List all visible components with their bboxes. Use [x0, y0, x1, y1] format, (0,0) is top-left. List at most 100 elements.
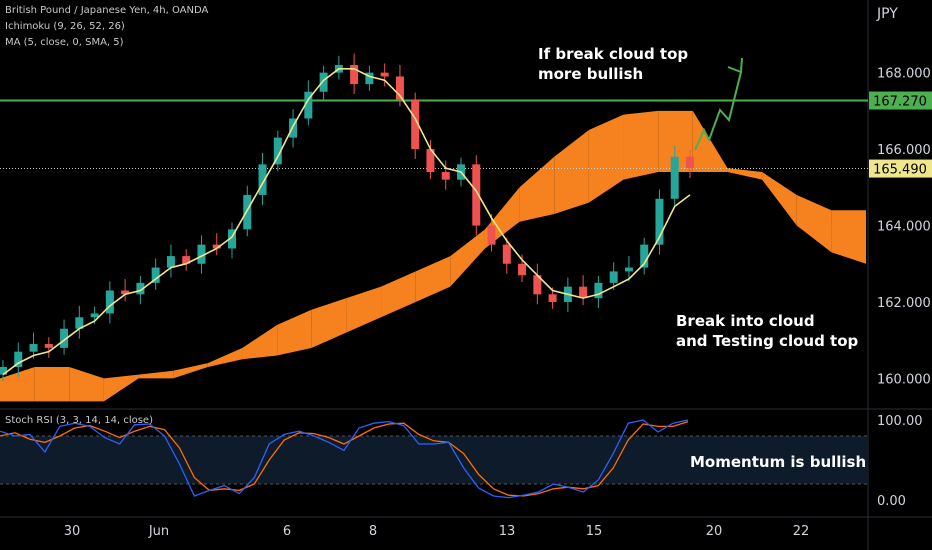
candle — [197, 244, 206, 264]
candle — [533, 275, 542, 295]
candle — [105, 290, 114, 314]
candle — [380, 72, 389, 77]
price-tick-label: 164.000 — [877, 220, 931, 235]
stoch-tick-label: 0.00 — [877, 494, 906, 509]
cloud-segment — [34, 366, 70, 402]
currency-label: JPY — [877, 6, 898, 22]
candle — [426, 149, 435, 173]
candle — [90, 313, 99, 318]
cloud-segment — [831, 210, 866, 264]
candle — [14, 351, 23, 367]
price-tick-label: 168.000 — [877, 67, 931, 82]
cloud-segment — [658, 110, 693, 173]
cloud-segment — [415, 256, 451, 302]
annotation-break-cloud-top: If break cloud top more bullish — [538, 44, 688, 84]
time-tick-label: 8 — [369, 524, 377, 539]
candle — [365, 72, 374, 85]
cloud-segment — [69, 366, 104, 402]
time-tick-label: Jun — [148, 524, 169, 539]
price-tick-label: 166.000 — [877, 143, 931, 158]
cloud-segment — [727, 168, 763, 180]
stoch-d-line — [0, 420, 689, 497]
annotation-line: more bullish — [538, 65, 644, 83]
cloud-segment — [692, 110, 728, 173]
annotation-testing-cloud: Break into cloud and Testing cloud top — [676, 311, 858, 351]
stoch-tick-label: 100.00 — [877, 414, 923, 429]
candle — [0, 366, 7, 375]
cloud-segment — [346, 286, 382, 333]
candle — [319, 72, 328, 92]
stoch-k-line — [0, 419, 689, 499]
resistance-price-label: 167.270 — [873, 95, 927, 110]
cloud-segment — [311, 298, 347, 348]
time-tick-label: 6 — [283, 524, 291, 539]
candle — [151, 267, 160, 283]
cloud-segment — [277, 309, 312, 356]
candle — [29, 344, 38, 352]
annotation-momentum: Momentum is bullish — [690, 453, 867, 471]
cloud-segment — [623, 110, 659, 180]
candle — [121, 290, 130, 295]
annotation-line: Break into cloud — [676, 312, 815, 330]
time-tick-label: 15 — [586, 524, 603, 539]
cloud-segment — [0, 366, 35, 402]
price-levels — [0, 99, 868, 169]
candle — [594, 282, 603, 299]
candle — [518, 263, 527, 276]
candle — [609, 271, 618, 283]
candle — [395, 76, 404, 100]
ichimoku-cloud — [0, 110, 866, 402]
candle — [670, 156, 679, 199]
candle — [136, 282, 145, 295]
cloud-segment — [138, 370, 174, 379]
time-tick-label: 22 — [793, 524, 810, 539]
candle — [182, 256, 191, 264]
candle — [44, 344, 53, 348]
cloud-segment — [173, 363, 208, 379]
candle — [289, 118, 298, 138]
cloud-segment — [207, 347, 243, 367]
cloud-segment — [103, 374, 139, 402]
candle — [655, 198, 664, 245]
cloud-segment — [381, 271, 416, 318]
cloud-segment — [588, 114, 624, 203]
time-tick-label: 13 — [499, 524, 516, 539]
axes: 168.000 166.000 164.000 162.000 160.000 100.0… — [64, 67, 932, 539]
annotation-line: and Testing cloud top — [676, 332, 859, 350]
candle — [273, 137, 282, 165]
symbol-title: British Pound / Japanese Yen, 4h, OANDA — [5, 5, 209, 16]
stoch-rsi-pane — [0, 419, 868, 499]
cloud-segment — [554, 129, 589, 215]
candle — [258, 164, 267, 195]
candle — [487, 225, 496, 245]
price-tick-label: 162.000 — [877, 296, 931, 311]
candle — [304, 91, 313, 119]
candle — [686, 156, 694, 169]
candle — [411, 99, 420, 150]
time-tick-label: 20 — [706, 524, 723, 539]
last-price-label-bg — [869, 159, 932, 178]
candle — [350, 64, 359, 85]
price-tick-label: 160.000 — [877, 372, 931, 387]
candle — [212, 244, 221, 249]
ma-line — [2, 68, 691, 376]
resistance-price-label-bg — [869, 91, 932, 110]
annotation-line: If break cloud top — [538, 45, 689, 63]
cloud-segment — [796, 194, 832, 253]
cloud-segment — [242, 324, 278, 360]
bullish-arrow — [694, 71, 742, 151]
candle — [75, 317, 84, 329]
candle — [228, 229, 236, 249]
ichimoku-legend: Ichimoku (9, 26, 52, 26) — [5, 21, 125, 32]
candle — [624, 267, 633, 272]
candle — [548, 294, 557, 302]
candle — [640, 244, 649, 268]
candle — [472, 164, 481, 226]
bullish-arrow-head — [727, 57, 743, 74]
cloud-segment — [519, 156, 555, 222]
candle — [60, 328, 69, 348]
candle — [579, 286, 588, 299]
cloud-segment — [450, 229, 485, 287]
stoch-legend: Stoch RSI (3, 3, 14, 14, close) — [5, 415, 153, 426]
